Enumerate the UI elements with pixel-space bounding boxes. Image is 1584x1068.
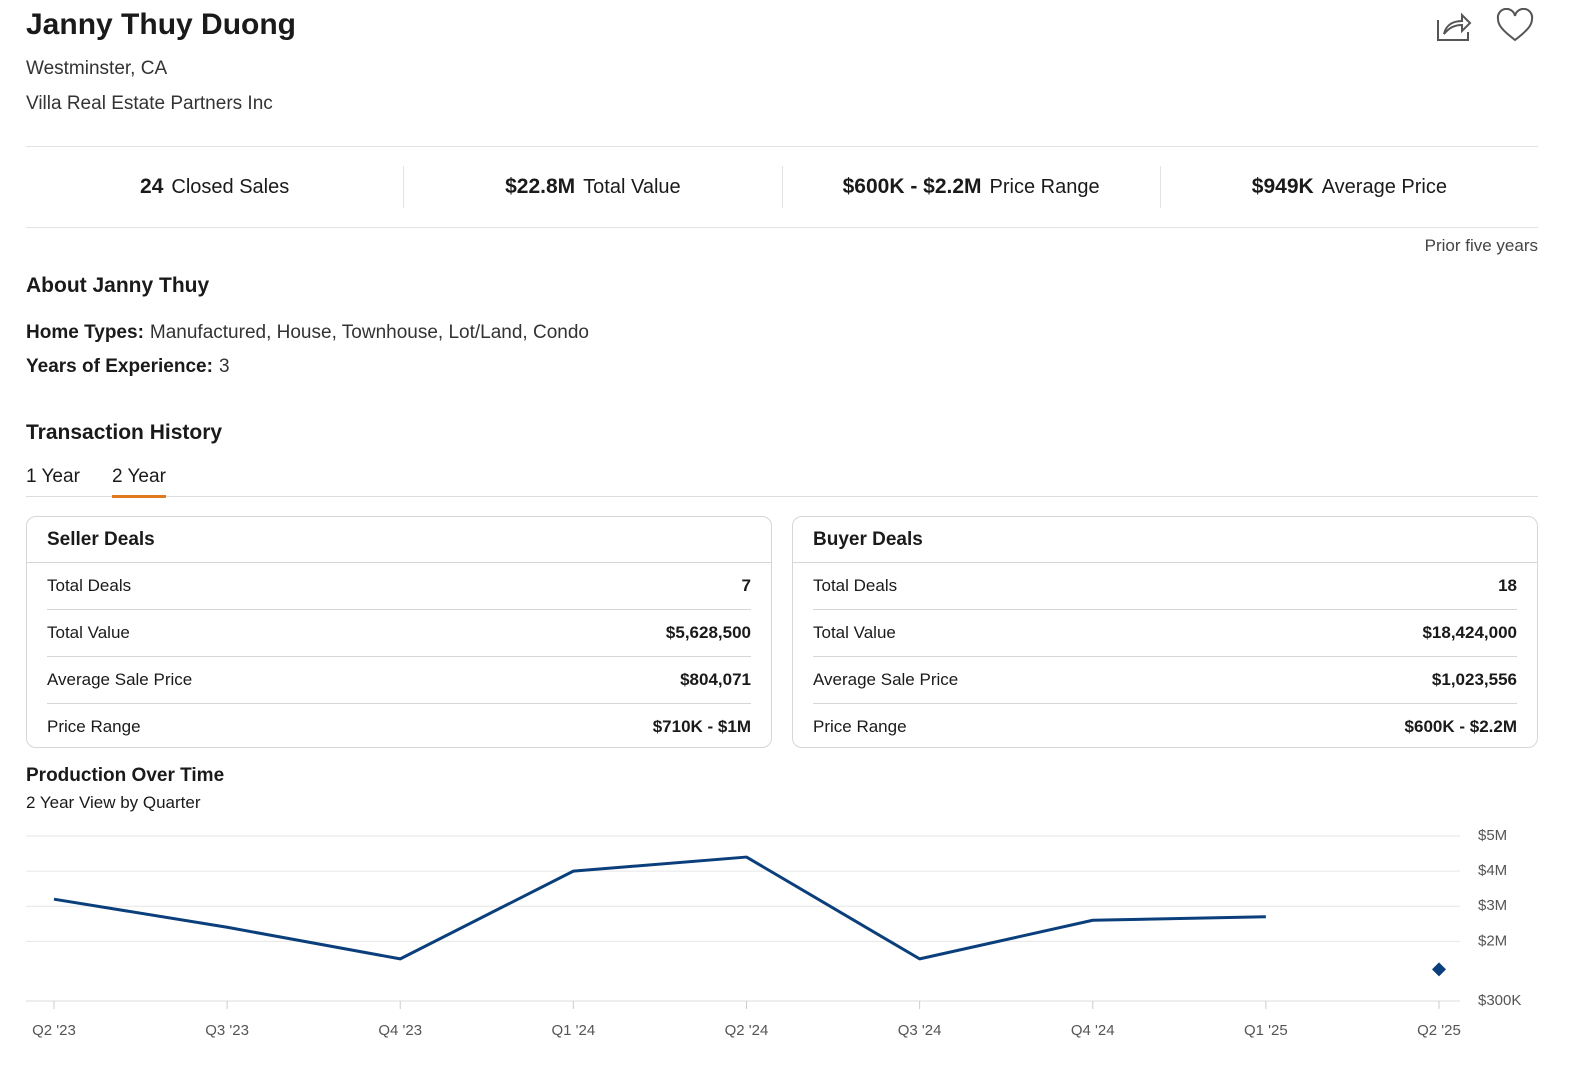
stat-label: Average Price xyxy=(1321,176,1447,198)
card-row: Total Deals 18 xyxy=(813,563,1517,610)
row-value: $5,628,500 xyxy=(665,623,751,642)
row-label: Price Range xyxy=(813,717,907,736)
x-tick-label: Q1 '25 xyxy=(1244,1022,1288,1039)
y-tick-label: $4M xyxy=(1478,862,1507,879)
favorite-icon[interactable] xyxy=(1496,8,1534,44)
tabs: 1 Year 2 Year xyxy=(26,466,1538,498)
chart: $300K $2M $3M $4M $5M Q2 '23 Q3 '23 Q4 '23 Q1 '2… xyxy=(26,827,1521,1039)
stats-bar: 24 Closed Sales $22.8M Total Value $600K - $… xyxy=(26,146,1538,228)
value: 3 xyxy=(218,356,230,377)
row-value: $600K - $2.2M xyxy=(1404,717,1517,736)
agent-name: Janny Thuy Duong xyxy=(26,8,296,41)
row-value: $710K - $1M xyxy=(652,717,751,736)
card-row: Total Value $5,628,500 xyxy=(47,610,751,657)
row-label: Total Value xyxy=(813,623,896,642)
row-label: Total Deals xyxy=(47,576,132,595)
card-title: Buyer Deals xyxy=(793,517,1537,563)
row-value: 7 xyxy=(741,576,751,595)
y-tick-label: $3M xyxy=(1478,897,1507,914)
x-tick-label: Q1 '24 xyxy=(552,1022,596,1039)
label: Years of Experience: xyxy=(26,356,213,377)
card-row: Total Value $18,424,000 xyxy=(813,610,1517,657)
y-tick-label: $5M xyxy=(1478,827,1507,844)
label: Home Types: xyxy=(26,322,144,343)
about-title: About Janny Thuy xyxy=(26,274,210,297)
deal-card: Seller Deals Total Deals 7 Total Value $5,62… xyxy=(26,516,772,748)
stat-label: Price Range xyxy=(989,176,1100,198)
stat: $22.8M Total Value xyxy=(404,166,783,208)
x-tick-label: Q3 '23 xyxy=(205,1022,249,1039)
y-tick-label: $2M xyxy=(1478,932,1507,949)
series-line xyxy=(53,855,1266,961)
stat: 24 Closed Sales xyxy=(26,166,405,208)
tab[interactable]: 2 Year xyxy=(112,466,166,498)
home-types: Home Types: Manufactured, House, Townhous… xyxy=(26,322,589,344)
stat-value: $600K - $2.2M xyxy=(842,175,982,198)
chart-subtitle: 2 Year View by Quarter xyxy=(26,793,201,812)
share-icon[interactable] xyxy=(1434,8,1474,44)
x-tick-label: Q4 '23 xyxy=(378,1022,422,1039)
x-tick-label: Q3 '24 xyxy=(898,1022,942,1039)
stat-label: Total Value xyxy=(583,176,681,198)
card-row: Price Range $600K - $2.2M xyxy=(813,704,1517,750)
row-value: $18,424,000 xyxy=(1422,623,1517,642)
row-label: Total Value xyxy=(47,623,130,642)
y-tick-label: $300K xyxy=(1478,992,1521,1009)
x-tick-label: Q2 '23 xyxy=(32,1022,76,1039)
stat: $600K - $2.2M Price Range xyxy=(783,166,1161,208)
row-label: Average Sale Price xyxy=(813,670,959,689)
x-tick-label: Q4 '24 xyxy=(1071,1022,1115,1039)
card-title: Seller Deals xyxy=(27,517,771,563)
x-tick-label: Q2 '25 xyxy=(1417,1022,1461,1039)
location: Westminster, CA xyxy=(26,58,168,79)
chart-title: Production Over Time xyxy=(26,765,225,786)
card-row: Total Deals 7 xyxy=(47,563,751,610)
card-row: Average Sale Price $804,071 xyxy=(47,657,751,704)
row-value: $804,071 xyxy=(680,670,751,689)
stat-value: 24 xyxy=(140,175,164,198)
row-value: 18 xyxy=(1498,576,1517,595)
diamond-marker xyxy=(1432,962,1446,977)
stats-note: Prior five years xyxy=(1424,236,1538,255)
tab[interactable]: 1 Year xyxy=(26,466,80,487)
experience: Years of Experience: 3 xyxy=(26,356,230,378)
x-tick-label: Q2 '24 xyxy=(725,1022,769,1039)
card-row: Average Sale Price $1,023,556 xyxy=(813,657,1517,704)
stat-value: $949K xyxy=(1251,175,1314,198)
stat-label: Closed Sales xyxy=(171,176,290,198)
deal-card: Buyer Deals Total Deals 18 Total Value $18,4… xyxy=(792,516,1538,748)
transactions-title: Transaction History xyxy=(26,421,223,444)
row-value: $1,023,556 xyxy=(1431,670,1517,689)
brokerage: Villa Real Estate Partners Inc xyxy=(26,93,273,114)
stat: $949K Average Price xyxy=(1161,166,1538,208)
row-label: Average Sale Price xyxy=(47,670,193,689)
value: Manufactured, House, Townhouse, Lot/Land… xyxy=(149,322,589,343)
row-label: Total Deals xyxy=(813,576,898,595)
stat-value: $22.8M xyxy=(505,175,576,198)
card-row: Price Range $710K - $1M xyxy=(47,704,751,750)
row-label: Price Range xyxy=(47,717,141,736)
